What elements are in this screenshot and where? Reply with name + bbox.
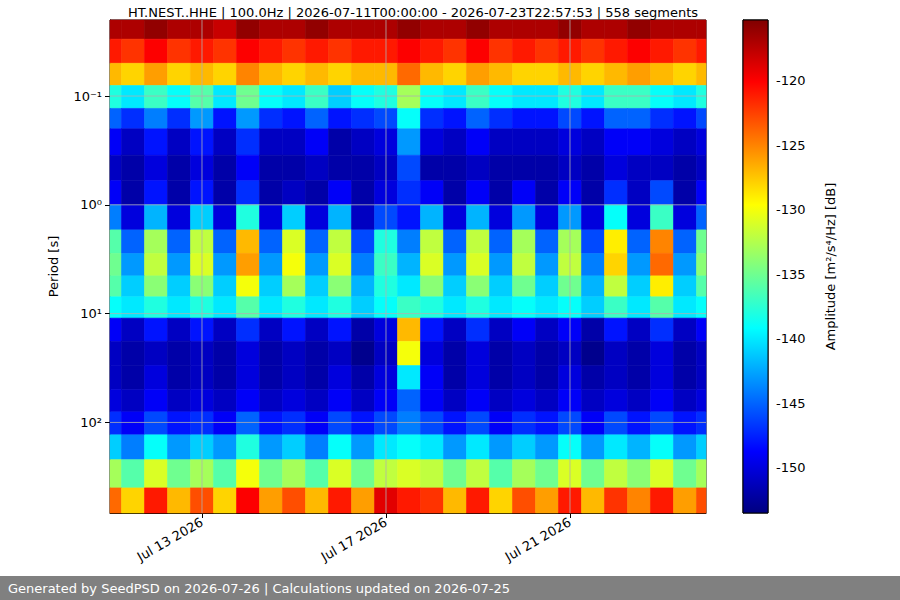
svg-text:-140: -140 <box>776 331 806 346</box>
svg-text:-125: -125 <box>776 138 806 153</box>
svg-text:Amplitude [m²/s⁴/Hz] [dB]: Amplitude [m²/s⁴/Hz] [dB] <box>823 183 838 351</box>
svg-text:-150: -150 <box>776 460 806 475</box>
svg-text:10²: 10² <box>80 415 102 430</box>
svg-text:HT.NEST..HHE | 100.0Hz | 2026-: HT.NEST..HHE | 100.0Hz | 2026-07-11T00:0… <box>128 5 698 20</box>
svg-text:10⁰: 10⁰ <box>80 197 102 212</box>
svg-text:-135: -135 <box>776 267 806 282</box>
svg-text:10⁻¹: 10⁻¹ <box>73 89 102 104</box>
svg-text:Jul 21 2026: Jul 21 2026 <box>502 515 574 565</box>
svg-text:Jul 17 2026: Jul 17 2026 <box>318 515 390 565</box>
svg-text:Generated by SeedPSD on 2026-0: Generated by SeedPSD on 2026-07-26 | Cal… <box>8 581 510 596</box>
svg-text:-130: -130 <box>776 202 806 217</box>
svg-text:Jul 13 2026: Jul 13 2026 <box>134 515 206 565</box>
svg-text:-145: -145 <box>776 396 806 411</box>
svg-text:10¹: 10¹ <box>80 306 102 321</box>
svg-text:Period [s]: Period [s] <box>46 236 61 298</box>
svg-text:-120: -120 <box>776 73 806 88</box>
